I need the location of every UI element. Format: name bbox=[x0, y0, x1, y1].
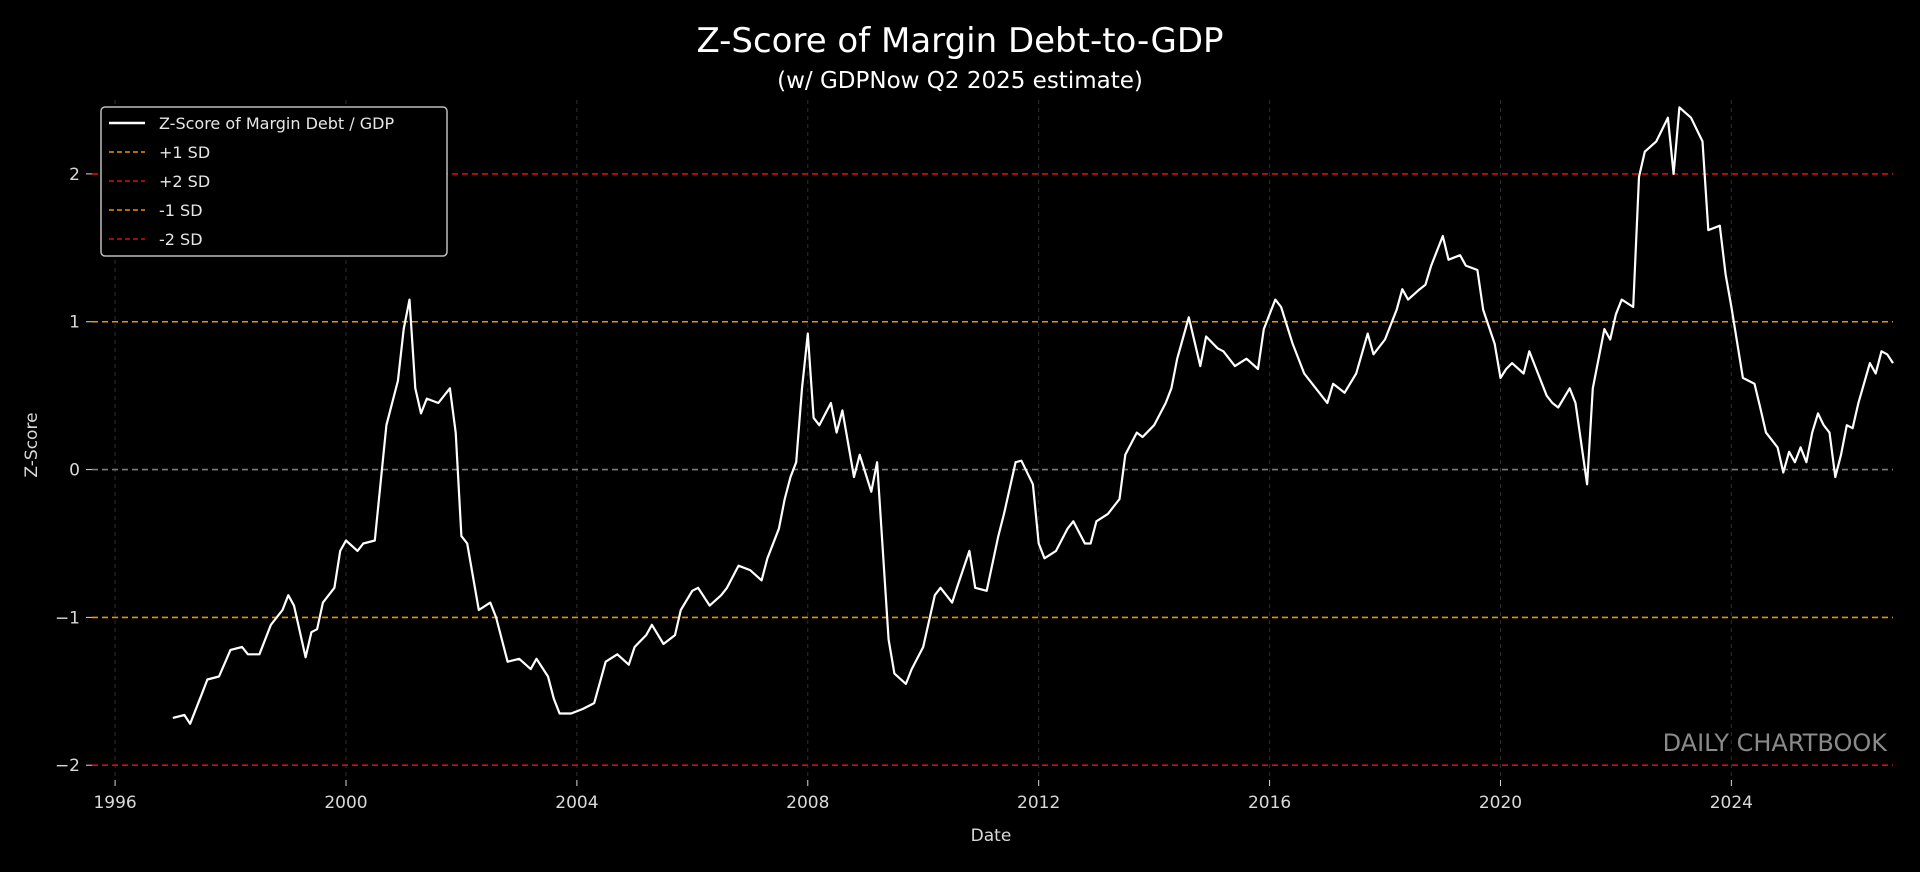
x-tick-label: 2012 bbox=[1017, 793, 1060, 813]
series-line bbox=[172, 106, 1894, 725]
legend: Z-Score of Margin Debt / GDP +1 SD +2 SD -1… bbox=[100, 106, 448, 257]
y-axis-ticks: 2 1 0 −1 −2 bbox=[55, 165, 92, 776]
x-tick-label: 2004 bbox=[555, 793, 598, 813]
x-tick-label: 2000 bbox=[324, 793, 367, 813]
legend-label: Z-Score of Margin Debt / GDP bbox=[159, 114, 394, 133]
y-tick-label: 0 bbox=[69, 461, 80, 481]
y-tick-label: 2 bbox=[69, 165, 80, 185]
x-tick-label: 2020 bbox=[1479, 793, 1522, 813]
legend-label: -2 SD bbox=[159, 230, 203, 249]
chart-title: Z-Score of Margin Debt-to-GDP bbox=[696, 21, 1223, 61]
x-tick-label: 2024 bbox=[1710, 793, 1753, 813]
legend-label: -1 SD bbox=[159, 201, 203, 220]
legend-label: +2 SD bbox=[159, 172, 210, 191]
series-layer bbox=[172, 106, 1894, 725]
y-tick-label: 1 bbox=[69, 313, 80, 333]
x-tick-label: 2008 bbox=[786, 793, 829, 813]
x-axis-ticks: 1996 2000 2004 2008 2012 2016 2020 2024 bbox=[93, 780, 1753, 813]
legend-box bbox=[100, 106, 448, 257]
chart-subtitle: (w/ GDPNow Q2 2025 estimate) bbox=[777, 68, 1143, 94]
legend-label: +1 SD bbox=[159, 143, 210, 162]
y-axis-label: Z-Score bbox=[22, 412, 42, 477]
watermark-label: DAILY CHARTBOOK bbox=[1663, 729, 1889, 757]
x-axis-label: Date bbox=[971, 826, 1012, 846]
x-tick-label: 1996 bbox=[93, 793, 136, 813]
reference-lines bbox=[92, 173, 1893, 767]
y-tick-label: −2 bbox=[55, 756, 80, 776]
x-tick-label: 2016 bbox=[1248, 793, 1291, 813]
y-tick-label: −1 bbox=[55, 608, 80, 628]
